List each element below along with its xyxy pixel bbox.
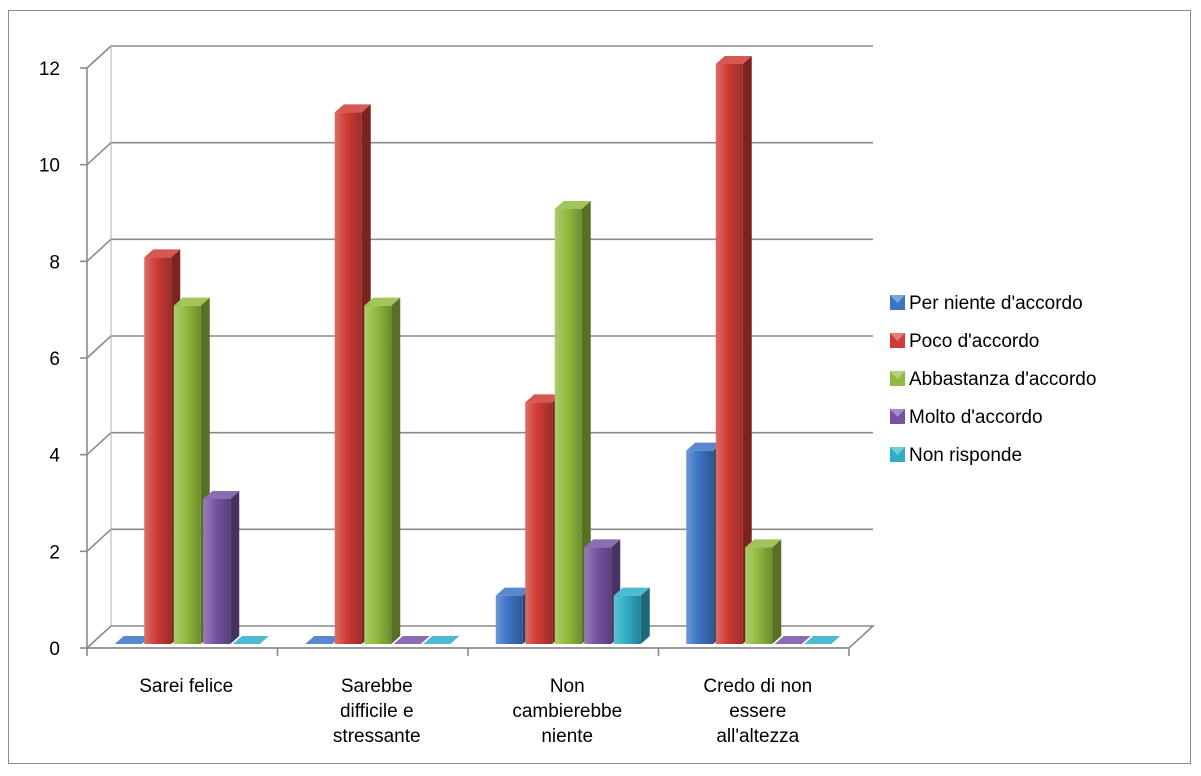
bar-front [554, 209, 582, 644]
bar-top [554, 201, 591, 209]
x-tick-label: Sarebbe difficile e stressante [333, 676, 421, 747]
legend-swatch-highlight [890, 409, 905, 417]
bar-top [423, 636, 460, 644]
y-tick-label: 4 [49, 446, 60, 467]
legend-swatch-highlight [890, 371, 905, 379]
y-tick-label: 8 [49, 252, 60, 273]
bar-front [686, 450, 714, 644]
bar-side [640, 587, 650, 644]
bar-front [144, 257, 172, 644]
bar-front [525, 402, 553, 644]
bar-top [745, 539, 782, 548]
bar-side [230, 491, 240, 644]
legend-item: Poco d'accordo [890, 331, 1039, 352]
legend-item: Abbastanza d'accordo [890, 369, 1096, 390]
bar-top [804, 636, 841, 644]
bar-front [745, 547, 773, 644]
bar [423, 636, 460, 644]
bar-front [173, 305, 201, 644]
bar-front [495, 595, 523, 644]
x-tick-label: Sarei felice [139, 676, 233, 697]
bar-front [334, 112, 362, 645]
gridline-side [86, 238, 112, 262]
bar [745, 539, 782, 644]
bar [393, 636, 430, 644]
bar [364, 297, 401, 644]
bar-front [584, 547, 612, 644]
bar [525, 394, 562, 644]
y-tick-label: 6 [49, 349, 60, 370]
legend-swatch-highlight [890, 295, 905, 303]
bar-front [613, 595, 641, 644]
bar-top [334, 104, 371, 113]
legend-item: Non risponde [890, 445, 1022, 466]
bar [584, 539, 621, 644]
bar-top [203, 491, 240, 499]
legend-label: Poco d'accordo [909, 331, 1039, 352]
bar [804, 636, 841, 644]
bar-side [742, 56, 752, 644]
x-tick-label: Non cambierebbe niente [512, 676, 622, 747]
bar [114, 636, 151, 644]
bar-top [114, 636, 151, 644]
gridline-side [86, 142, 112, 166]
x-tick-label: Credo di non essere all'altezza [703, 676, 812, 747]
legend-label: Non risponde [909, 445, 1022, 466]
legend-item: Molto d'accordo [890, 407, 1043, 428]
bar-side [391, 297, 401, 644]
gridline-side [86, 432, 112, 456]
y-tick-label: 0 [49, 639, 60, 660]
bar [305, 636, 342, 644]
bar [203, 491, 240, 644]
bar-front [203, 499, 231, 644]
bar-front [364, 305, 392, 644]
bar-top [144, 249, 181, 258]
bar [554, 201, 591, 644]
bar-top [495, 587, 532, 596]
bar-top [232, 636, 269, 644]
bar-top [715, 56, 752, 64]
gridline-side [86, 45, 112, 69]
legend-label: Abbastanza d'accordo [909, 369, 1096, 390]
bar-top [584, 539, 621, 548]
bar-top [305, 636, 342, 644]
bar [613, 587, 650, 644]
bar-front [715, 64, 743, 644]
bar [232, 636, 269, 644]
bar-top [173, 297, 210, 306]
bar-top [364, 297, 401, 306]
legend-swatch-highlight [890, 333, 905, 341]
y-tick-label: 12 [39, 59, 60, 80]
legend-item: Per niente d'accordo [890, 293, 1083, 314]
legend-label: Molto d'accordo [909, 407, 1043, 428]
gridline-side [86, 335, 112, 359]
bar-top [774, 636, 811, 644]
gridline-side [86, 528, 112, 552]
bar-top [393, 636, 430, 644]
bar [173, 297, 210, 644]
bar-top [525, 394, 562, 403]
y-tick-label: 10 [39, 156, 60, 177]
bar [774, 636, 811, 644]
legend-swatch-highlight [890, 447, 905, 455]
bar-side [772, 539, 782, 644]
y-tick-label: 2 [49, 542, 60, 563]
bar [715, 56, 752, 644]
legend-label: Per niente d'accordo [909, 293, 1083, 314]
bar-top [686, 442, 723, 451]
bar-side [581, 201, 591, 644]
bar-top [613, 587, 650, 596]
